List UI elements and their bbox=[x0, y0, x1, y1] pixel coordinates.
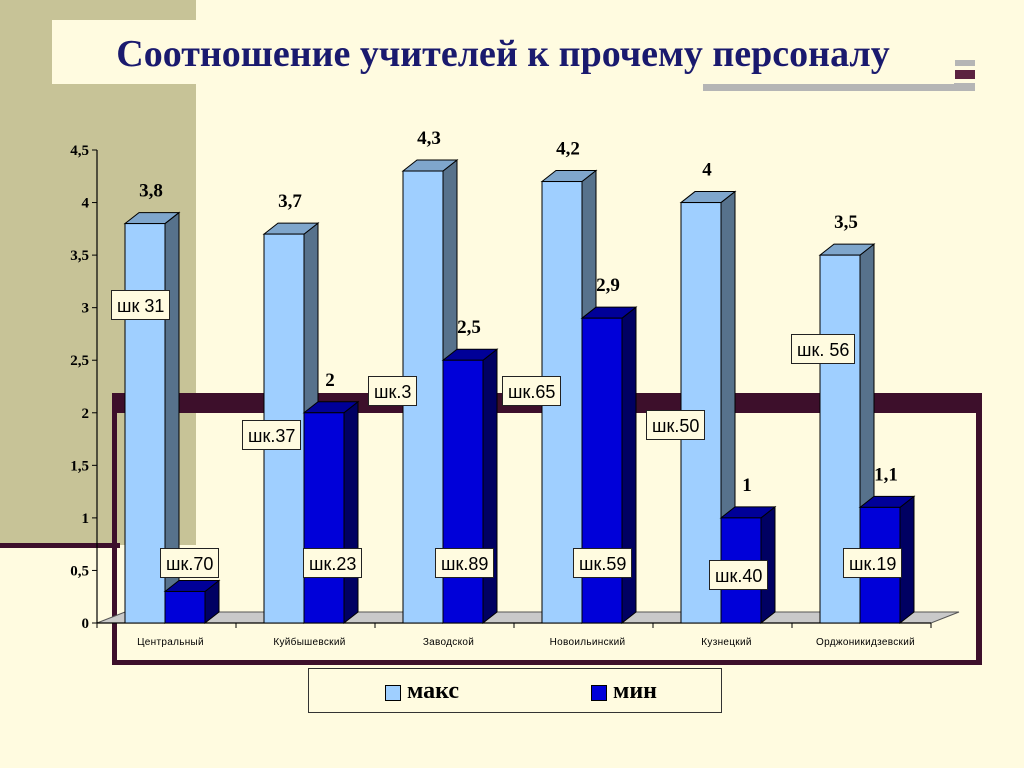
school-tag: шк.65 bbox=[502, 376, 562, 406]
frame-bottom bbox=[112, 660, 982, 665]
legend-swatch-min bbox=[591, 685, 607, 701]
bar-side bbox=[343, 400, 359, 625]
bar-min bbox=[303, 412, 345, 624]
title-box: Соотношение учителей к прочему персоналу bbox=[52, 20, 954, 84]
y-tick-label: 0,5 bbox=[70, 563, 89, 579]
data-label: 2 bbox=[325, 370, 335, 391]
frame-line bbox=[0, 543, 120, 548]
legend: макс мин bbox=[308, 668, 722, 713]
legend-label-maks: макс bbox=[407, 678, 460, 704]
bar-maks bbox=[124, 223, 166, 624]
school-tag: шк.19 bbox=[843, 548, 903, 578]
gray-accent-bar bbox=[703, 83, 975, 91]
frame-left bbox=[112, 393, 117, 665]
y-tick-label: 1,5 bbox=[70, 458, 89, 474]
y-tick-label: 2,5 bbox=[70, 353, 89, 369]
y-tick-label: 4 bbox=[82, 196, 90, 212]
x-tick-label: Орджоникидзевский bbox=[816, 637, 915, 648]
legend-label-min: мин bbox=[613, 678, 658, 704]
school-tag: шк.40 bbox=[709, 560, 769, 590]
data-label: 2,5 bbox=[457, 317, 481, 338]
gray-accent-small bbox=[955, 60, 975, 66]
y-tick-label: 1 bbox=[82, 511, 90, 527]
y-tick-label: 0 bbox=[82, 616, 90, 632]
y-tick-label: 3,5 bbox=[70, 248, 89, 264]
data-label: 4 bbox=[702, 160, 712, 181]
bar-min bbox=[164, 590, 206, 624]
x-tick-label: Новоильинский bbox=[550, 637, 626, 648]
data-label: 1,1 bbox=[874, 464, 898, 485]
school-tag: шк.3 bbox=[368, 376, 418, 406]
x-tick-label: Центральный bbox=[137, 637, 204, 648]
data-label: 1 bbox=[742, 475, 752, 496]
school-tag: шк.37 bbox=[242, 420, 302, 450]
data-label: 2,9 bbox=[596, 275, 620, 296]
x-tick-label: Заводской bbox=[423, 637, 474, 648]
bar-side bbox=[482, 348, 498, 625]
data-label: 3,7 bbox=[278, 191, 302, 212]
data-label: 3,8 bbox=[139, 181, 163, 202]
school-tag: шк.70 bbox=[160, 548, 220, 578]
legend-swatch-maks bbox=[385, 685, 401, 701]
maroon-accent bbox=[955, 70, 975, 79]
y-tick-label: 4,5 bbox=[70, 143, 89, 159]
x-tick-label: Кузнецкий bbox=[701, 637, 751, 648]
data-label: 3,5 bbox=[834, 212, 858, 233]
school-tag: шк.23 bbox=[303, 548, 363, 578]
school-tag: шк. 56 bbox=[791, 334, 856, 364]
bar-min bbox=[442, 359, 484, 624]
page-title: Соотношение учителей к прочему персоналу bbox=[116, 33, 890, 75]
school-tag: шк.50 bbox=[646, 410, 706, 440]
y-tick-label: 2 bbox=[82, 406, 90, 422]
school-tag: шк.59 bbox=[573, 548, 633, 578]
data-label: 4,2 bbox=[556, 139, 580, 160]
school-tag: шк.89 bbox=[435, 548, 495, 578]
y-tick-label: 3 bbox=[82, 301, 90, 317]
data-label: 4,3 bbox=[417, 128, 441, 149]
x-tick-label: Куйбышевский bbox=[273, 636, 345, 648]
frame-right bbox=[976, 393, 982, 665]
school-tag: шк 31 bbox=[111, 290, 171, 320]
